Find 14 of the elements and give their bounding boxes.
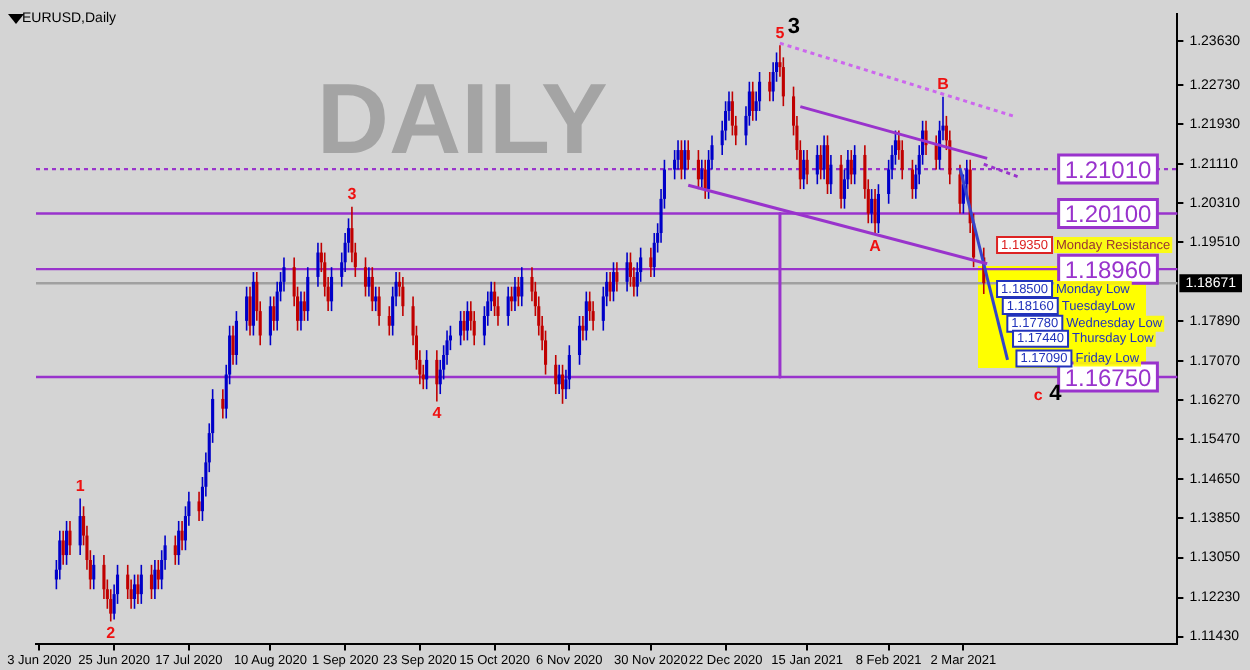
- annotation: 3: [787, 15, 801, 40]
- annotation: 1: [75, 476, 86, 495]
- annotation: B: [937, 75, 950, 94]
- ref-line-label: 1.21010: [1064, 155, 1153, 184]
- annotation: A: [869, 237, 882, 256]
- annotation: 3: [347, 185, 358, 204]
- annotation: 5: [775, 23, 786, 42]
- ref-line-label: 1.20100: [1064, 200, 1153, 229]
- annotation: 2: [106, 623, 117, 642]
- ref-line-label: 1.18960: [1064, 255, 1153, 284]
- annotation: 4: [432, 403, 443, 422]
- ref-line-label: 1.16750: [1064, 363, 1153, 392]
- annotation: 4: [1049, 381, 1064, 406]
- annotation: c: [1033, 385, 1044, 404]
